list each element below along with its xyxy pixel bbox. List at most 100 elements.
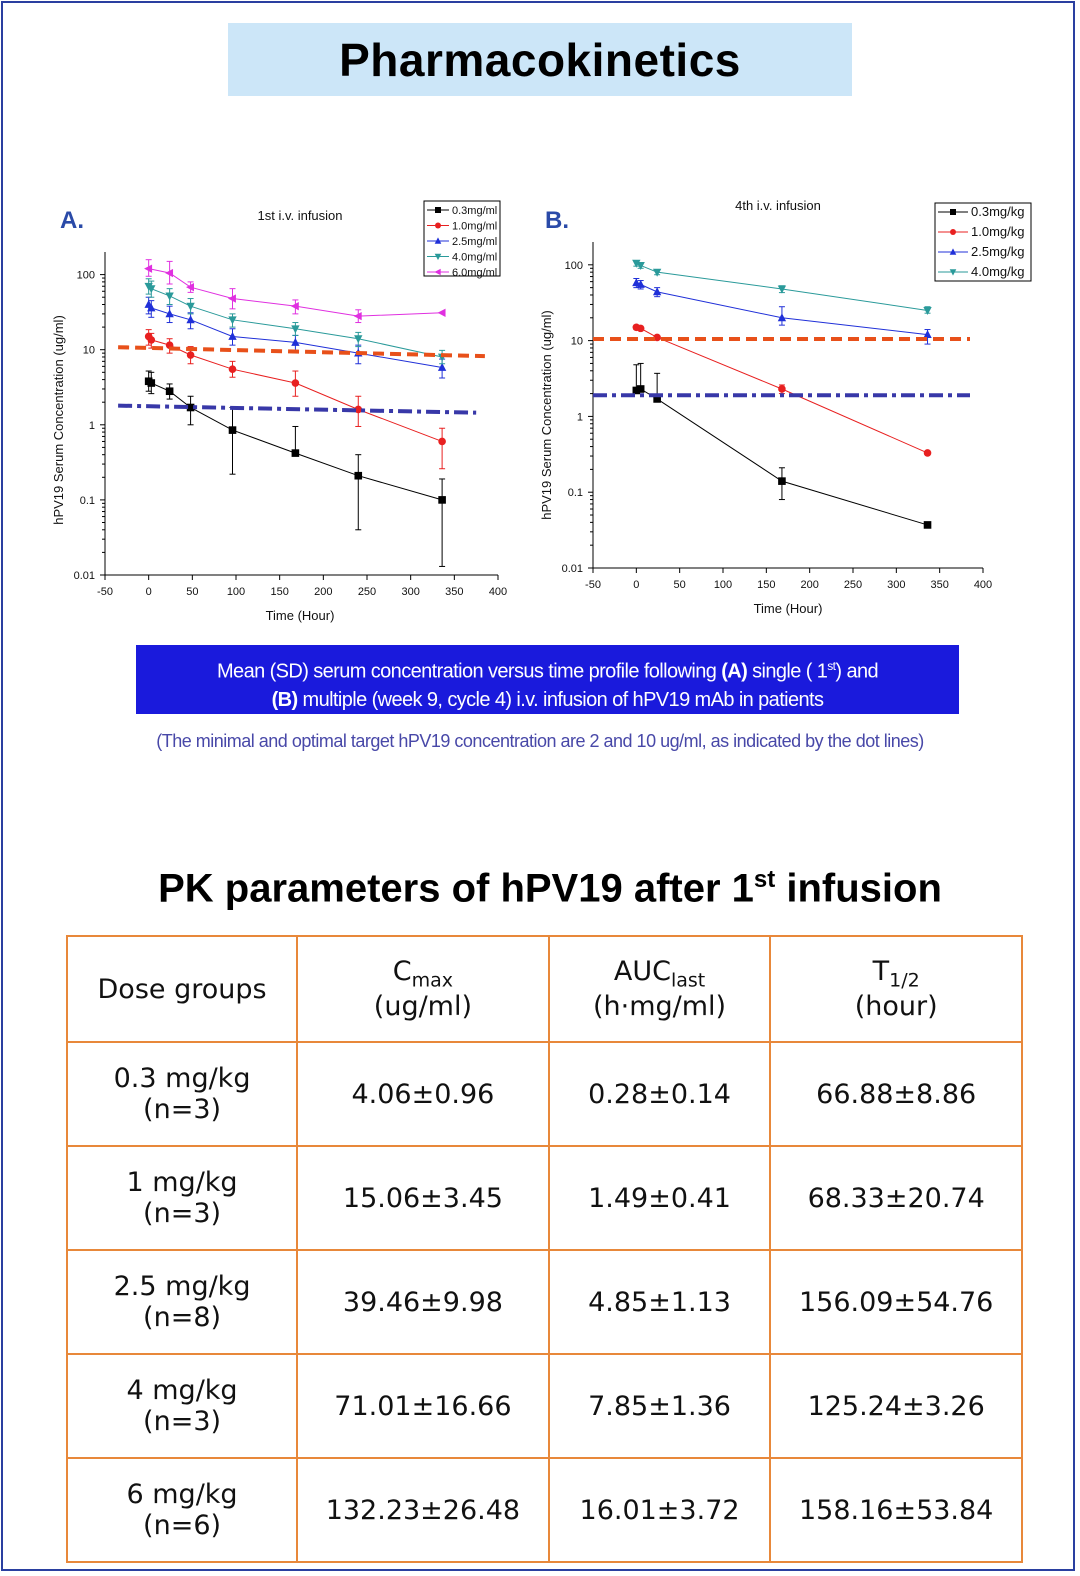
auc-cell: 0.28±0.14	[547, 1041, 772, 1147]
legend-label: 2.5mg/kg	[971, 244, 1024, 259]
x-tick-label: -50	[97, 586, 113, 598]
x-tick-label: 200	[314, 586, 332, 598]
data-point	[147, 379, 156, 387]
t-half-cell: 125.24±3.26	[769, 1353, 1023, 1459]
dose-label: 4 mg/kg	[126, 1375, 238, 1406]
data-point	[354, 471, 363, 480]
x-tick-label: 400	[489, 586, 507, 598]
legend-marker	[949, 269, 957, 276]
x-tick-label: 150	[757, 579, 775, 591]
legend-label: 0.3mg/ml	[452, 205, 497, 217]
target-concentration-note: (The minimal and optimal target hPV19 co…	[156, 731, 924, 751]
auc-cell: 4.85±1.13	[547, 1249, 772, 1355]
table-title-sup: st	[753, 866, 776, 893]
target-concentration-line	[118, 403, 477, 415]
x-tick-label: 150	[270, 586, 288, 598]
data-point	[652, 268, 662, 277]
dose-label: 2.5 mg/kg	[113, 1271, 251, 1302]
header-cmax-unit: (ug/ml)	[373, 991, 473, 1023]
caption-line1-sup: st	[827, 659, 836, 673]
x-tick-label: 300	[887, 579, 905, 591]
dose-cell: 2.5 mg/kg (n=8)	[65, 1249, 299, 1355]
dose-label: 1 mg/kg	[126, 1167, 238, 1198]
data-point	[186, 283, 195, 292]
y-tick-label: 0.1	[568, 487, 583, 499]
x-tick-label: 350	[930, 579, 948, 591]
data-point	[653, 333, 661, 342]
x-tick-label: 350	[445, 586, 463, 598]
header-auc-unit: (h·mg/ml)	[592, 991, 727, 1023]
data-point	[777, 285, 787, 294]
pk-parameters-table: Dose groups Cmax (ug/ml) AUClast (h·mg/m…	[65, 935, 1023, 1563]
header-auc: AUClast (h·mg/ml)	[547, 935, 772, 1043]
x-tick-label: 400	[974, 579, 992, 591]
data-point	[923, 307, 932, 316]
cmax-cell: 4.06±0.96	[296, 1041, 550, 1147]
header-dose-groups-label: Dose groups	[97, 973, 267, 1005]
data-point	[228, 316, 237, 325]
data-point	[228, 331, 237, 340]
n-label: (n=6)	[143, 1510, 222, 1541]
x-tick-label: 50	[186, 586, 198, 598]
header-cmax-sub: max	[411, 969, 454, 992]
data-point	[778, 477, 786, 485]
data-point	[923, 521, 932, 529]
header-auc-main: AUC	[613, 955, 671, 987]
table-row: 2.5 mg/kg (n=8) 39.46±9.98 4.85±1.13 156.…	[65, 1249, 1023, 1355]
x-tick-label: 100	[227, 586, 245, 598]
legend-box	[423, 200, 501, 277]
data-point	[186, 315, 195, 324]
cmax-cell: 39.46±9.98	[296, 1249, 550, 1355]
dose-label: 6 mg/kg	[126, 1479, 238, 1510]
data-point	[636, 385, 645, 393]
caption-line2-rest: multiple (week 9, cycle 4) i.v. infusion…	[297, 688, 825, 711]
legend-marker	[950, 209, 956, 215]
data-point	[290, 301, 299, 311]
data-point	[228, 426, 237, 434]
header-dose-groups: Dose groups	[65, 935, 299, 1043]
t-half-cell: 68.33±20.74	[769, 1145, 1023, 1251]
data-point	[291, 379, 300, 387]
data-point	[437, 308, 446, 317]
data-point	[228, 365, 237, 374]
auc-cell: 16.01±3.72	[547, 1457, 772, 1563]
data-point	[923, 449, 932, 457]
t-half-cell: 158.16±53.84	[769, 1457, 1023, 1563]
table-row: 6 mg/kg (n=6) 132.23±26.48 16.01±3.72 158…	[65, 1457, 1023, 1563]
dose-label: 0.3 mg/kg	[113, 1063, 251, 1094]
data-point	[165, 309, 174, 318]
data-point	[147, 285, 156, 294]
table-title-suffix: infusion	[775, 866, 942, 911]
legend-marker	[434, 253, 442, 261]
auc-cell: 1.49±0.41	[547, 1145, 772, 1251]
t-half-cell: 66.88±8.86	[769, 1041, 1023, 1147]
auc-cell: 7.85±1.36	[547, 1353, 772, 1459]
dose-cell: 1 mg/kg (n=3)	[65, 1145, 299, 1251]
header-t-half: T1/2 (hour)	[769, 935, 1023, 1043]
dose-cell: 0.3 mg/kg (n=3)	[65, 1041, 299, 1147]
legend-label: 6.0mg/ml	[452, 267, 497, 279]
data-point	[653, 395, 661, 403]
table-row: 4 mg/kg (n=3) 71.01±16.66 7.85±1.36 125.2…	[65, 1353, 1023, 1459]
y-tick-label: 1	[89, 420, 95, 432]
data-point	[165, 292, 174, 301]
legend-label: 1.0mg/kg	[971, 224, 1024, 239]
page-title: Pharmacokinetics	[228, 23, 852, 96]
y-tick-label: 0.01	[74, 570, 95, 582]
legend-box	[934, 202, 1032, 282]
target-concentration-line	[118, 345, 485, 359]
data-point	[147, 336, 156, 344]
data-point	[438, 437, 446, 446]
data-point	[354, 335, 363, 344]
y-tick-label: 0.1	[80, 495, 95, 507]
dose-cell: 4 mg/kg (n=3)	[65, 1353, 299, 1459]
pk-charts: -50 0 50 100 150 200 250 300 350 4000.010.1110100…	[51, 198, 1032, 623]
caption-panel-b: (B)	[271, 688, 299, 711]
data-point	[165, 268, 174, 278]
x-tick-label: 50	[674, 579, 686, 591]
data-point	[353, 311, 362, 321]
header-cmax-main: C	[392, 955, 412, 987]
cmax-cell: 132.23±26.48	[296, 1457, 550, 1563]
data-point	[778, 385, 786, 393]
